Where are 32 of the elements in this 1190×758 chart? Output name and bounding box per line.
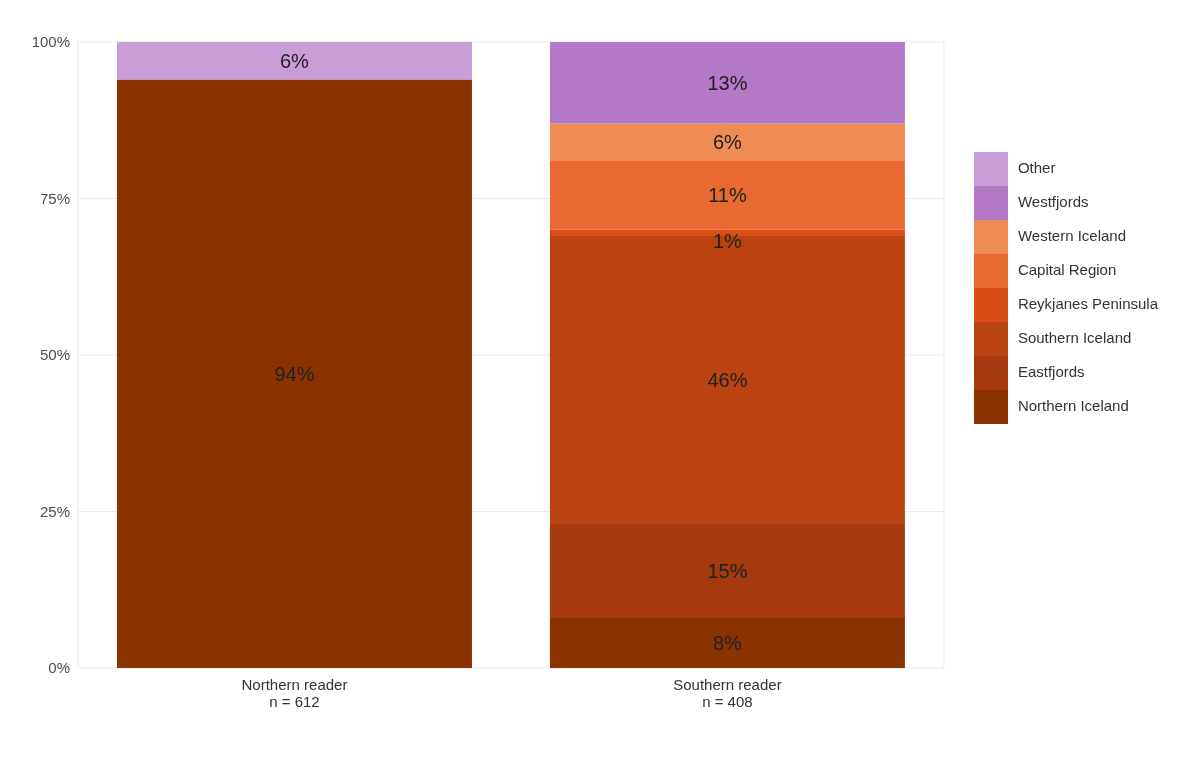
legend-label: Northern Iceland (1017, 396, 1129, 414)
y-tick-label: 100% (31, 33, 70, 51)
legend-label: Westfjords (1017, 192, 1089, 210)
legend-label: Eastfjords (1017, 362, 1085, 380)
data-label: 15% (707, 559, 748, 582)
y-tick-label: 75% (39, 189, 70, 207)
data-label: 8% (712, 631, 743, 654)
bar (549, 524, 905, 618)
y-tick-label: 0% (48, 659, 70, 677)
data-label: 6% (280, 49, 310, 72)
data-label: 13% (707, 71, 748, 94)
bar (549, 42, 905, 124)
legend-label: Southern Iceland (1017, 328, 1132, 346)
data-label: 94% (274, 362, 315, 385)
y-tick-label: 25% (39, 502, 70, 520)
x-tick-label: Southern reader n = 408 (673, 676, 782, 710)
data-label: 11% (708, 184, 747, 207)
legend-label: Other (1017, 158, 1056, 176)
bar (549, 160, 905, 230)
bar (549, 236, 905, 525)
bar (116, 79, 472, 668)
bar (549, 617, 905, 668)
data-label: 46% (707, 369, 748, 392)
data-label: 6% (712, 131, 743, 154)
data-label: 1% (712, 229, 743, 252)
legend-label: Reykjanes Peninsula (1017, 294, 1158, 312)
y-tick-label: 50% (39, 346, 70, 364)
bar (549, 123, 905, 161)
legend-label: Capital Region (1017, 260, 1117, 278)
x-tick-label: Northern reader n = 612 (241, 676, 348, 710)
bar (116, 42, 472, 80)
legend-label: Western Iceland (1017, 226, 1127, 244)
